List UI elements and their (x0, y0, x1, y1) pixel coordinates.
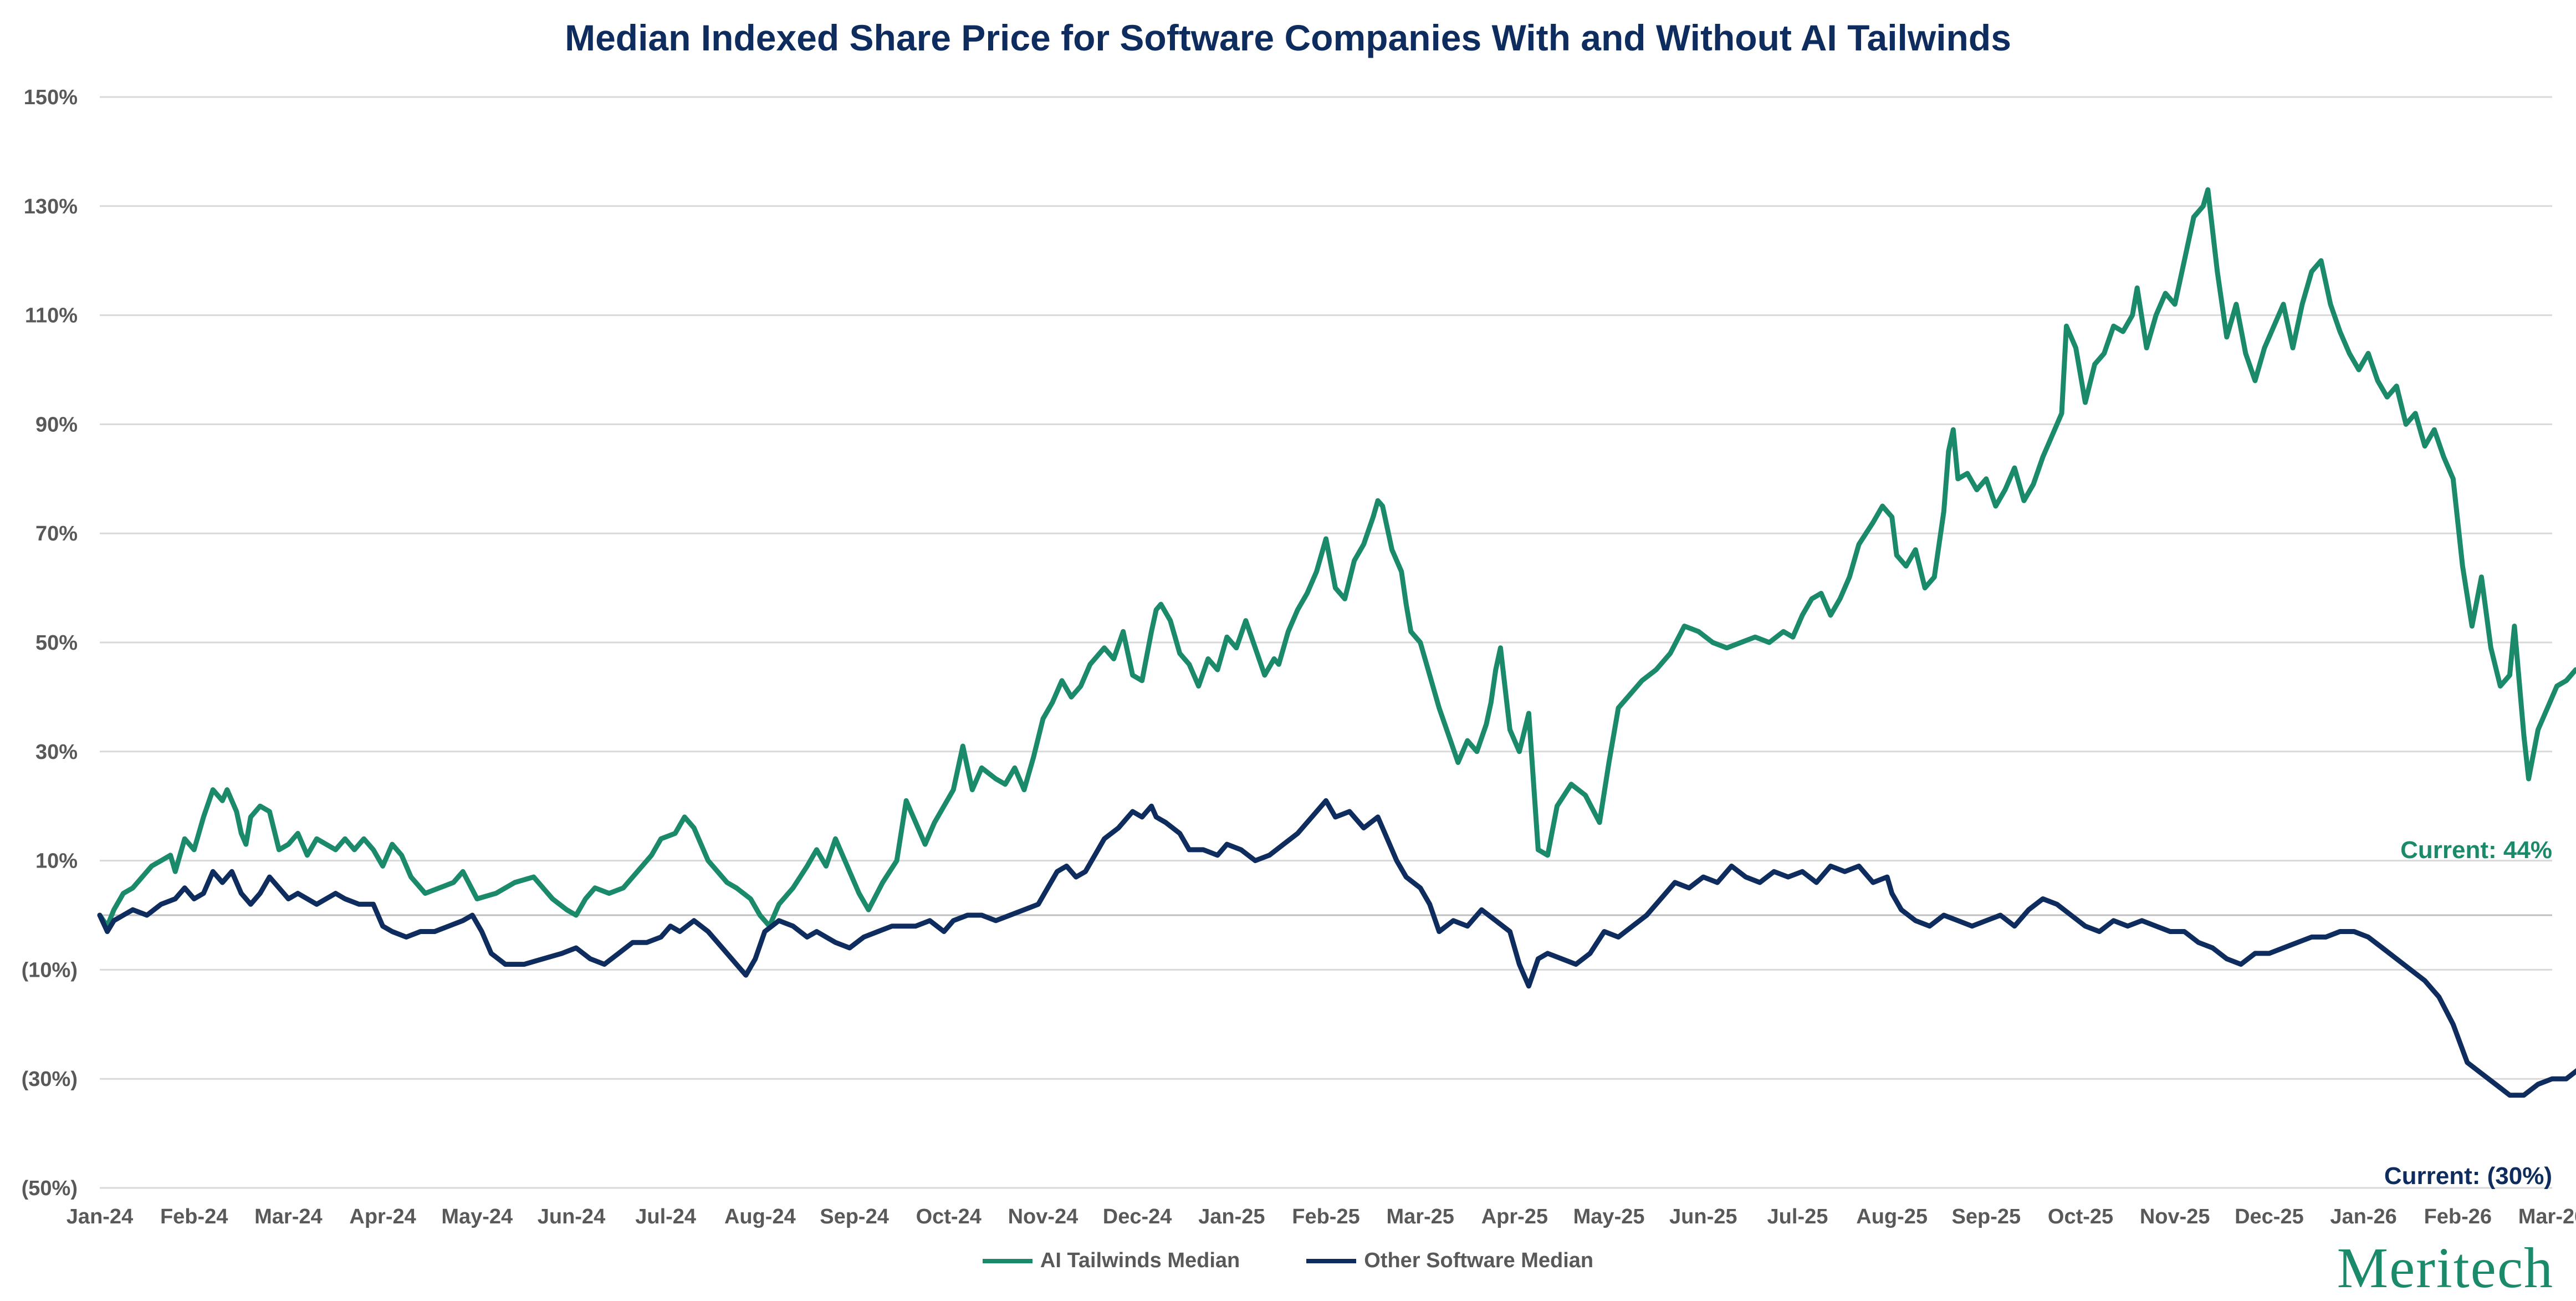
series-lines (97, 187, 2576, 1098)
x-tick-label: Oct-24 (916, 1205, 982, 1228)
x-tick-label: Jul-24 (635, 1205, 696, 1228)
x-tick-label: Jun-25 (1669, 1205, 1737, 1228)
x-tick-label: May-24 (441, 1205, 513, 1228)
series-other-software (97, 798, 2576, 1098)
y-tick-label: 10% (35, 850, 78, 873)
y-tick-label: (50%) (22, 1177, 78, 1200)
series-ai-tailwinds (97, 187, 2576, 929)
x-tick-label: Mar-24 (254, 1205, 323, 1228)
legend-swatch-other (1306, 1258, 1357, 1263)
x-tick-label: Apr-24 (349, 1205, 416, 1228)
annotation-other-current: Current: (30%) (2384, 1162, 2552, 1190)
x-tick-label: Oct-25 (2048, 1205, 2113, 1228)
y-tick-label: (10%) (22, 958, 78, 982)
x-tick-label: Jun-24 (538, 1205, 605, 1228)
y-tick-label: 90% (35, 413, 78, 436)
legend-label-ai: AI Tailwinds Median (1040, 1249, 1240, 1272)
annotations: Current: 44% Current: (30%) (2384, 836, 2552, 1190)
chart-title: Median Indexed Share Price for Software … (565, 17, 2011, 58)
legend-item-ai: AI Tailwinds Median (982, 1249, 1240, 1273)
x-tick-label: Jan-25 (1198, 1205, 1265, 1228)
y-tick-label: (30%) (22, 1068, 78, 1091)
x-tick-label: May-25 (1573, 1205, 1645, 1228)
x-tick-label: Nov-25 (2140, 1205, 2210, 1228)
y-tick-label: 50% (35, 631, 78, 655)
y-tick-label: 110% (25, 304, 78, 328)
x-tick-label: Dec-24 (1103, 1205, 1172, 1228)
annotation-ai-current: Current: 44% (2400, 836, 2552, 864)
x-tick-label: Feb-25 (1292, 1205, 1359, 1228)
y-tick-label: 70% (35, 522, 78, 545)
legend-label-other: Other Software Median (1364, 1249, 1594, 1272)
x-tick-label: Aug-25 (1856, 1205, 1928, 1228)
x-tick-label: Nov-24 (1008, 1205, 1079, 1228)
x-tick-label: Sep-25 (1952, 1205, 2021, 1228)
x-tick-label: Mar-25 (1386, 1205, 1454, 1228)
legend: AI Tailwinds Median Other Software Media… (0, 1249, 2576, 1273)
y-tick-label: 150% (24, 86, 78, 109)
legend-item-other: Other Software Median (1306, 1249, 1593, 1273)
brand-logo: Meritech (2337, 1236, 2554, 1300)
y-tick-label: 130% (24, 195, 78, 218)
x-tick-label: Aug-24 (724, 1205, 796, 1228)
legend-swatch-ai (982, 1258, 1033, 1263)
x-tick-label: Jan-26 (2330, 1205, 2396, 1228)
y-axis-ticks: 150% 130% 110% 90% 70% 50% 30% 10% (10%) (30%) (50… (22, 86, 78, 1200)
x-tick-label: Feb-24 (160, 1205, 228, 1228)
x-tick-label: Sep-24 (820, 1205, 889, 1228)
x-axis-ticks: Jan-24 Feb-24 Mar-24 Apr-24 May-24 Jun-24 Jul-… (67, 1205, 2576, 1228)
gridlines (100, 96, 2552, 1189)
x-tick-label: Apr-25 (1481, 1205, 1548, 1228)
x-tick-label: Feb-26 (2424, 1205, 2492, 1228)
x-tick-label: Dec-25 (2235, 1205, 2304, 1228)
x-tick-label: Jul-25 (1767, 1205, 1828, 1228)
x-tick-label: Mar-26 (2518, 1205, 2576, 1228)
y-tick-label: 30% (35, 741, 78, 764)
x-tick-label: Jan-24 (67, 1205, 133, 1228)
